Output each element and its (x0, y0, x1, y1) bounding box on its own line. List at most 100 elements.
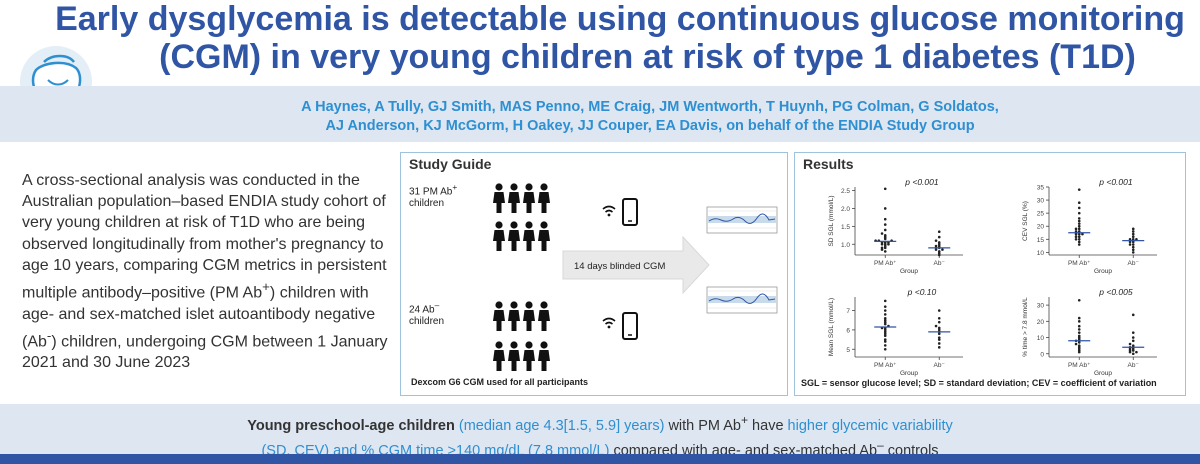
data-point (1131, 230, 1135, 233)
results-title: Results (803, 156, 854, 172)
data-point (941, 248, 944, 251)
data-point (883, 242, 887, 246)
data-point (937, 332, 941, 336)
data-point (937, 328, 941, 332)
data-point (1128, 240, 1132, 244)
data-point (883, 330, 887, 334)
x-tick-label: Ab⁻ (934, 260, 946, 267)
y-axis-label: % time > 7.8 mmol/L (1022, 297, 1029, 357)
y-tick-label: 7 (846, 308, 850, 315)
data-point (883, 318, 887, 322)
y-tick-label: 1.5 (841, 224, 850, 231)
data-point (937, 346, 941, 349)
data-point (934, 239, 938, 242)
intro-part-3: ) children, undergoing CGM between 1 Jan… (22, 333, 388, 372)
data-point (1074, 342, 1078, 346)
data-point (1077, 211, 1081, 215)
data-point (883, 344, 887, 347)
data-point (1131, 238, 1135, 241)
data-point (883, 340, 887, 343)
data-point (1131, 235, 1135, 238)
x-axis-label: Group (900, 268, 918, 275)
data-point (883, 244, 887, 248)
x-tick-label: PM Ab⁺ (1068, 362, 1091, 369)
data-point (883, 328, 887, 332)
data-point (883, 187, 887, 191)
y-tick-label: 2.5 (841, 188, 850, 195)
x-tick-label: PM Ab⁺ (874, 260, 897, 267)
data-point (1081, 232, 1084, 236)
data-point (880, 242, 884, 246)
y-tick-label: 0 (1040, 351, 1044, 358)
y-axis-label: SD SGL (mmol/L) (828, 195, 835, 246)
data-point (937, 242, 941, 246)
y-tick-label: 25 (1037, 211, 1045, 218)
arrow-label: 14 days blinded CGM (574, 261, 665, 272)
data-point (887, 242, 890, 246)
data-point (1077, 230, 1081, 233)
data-point (1135, 238, 1138, 241)
p-value-annotation: p <0.001 (1098, 177, 1133, 187)
pm-ab-children-icon (493, 183, 550, 251)
intro-sup-1: + (262, 279, 270, 295)
data-point (1077, 219, 1081, 223)
data-point (883, 246, 887, 250)
data-point (1077, 217, 1081, 220)
data-point (1077, 320, 1081, 323)
data-point (937, 336, 941, 339)
data-point (880, 248, 884, 251)
x-axis-label: Group (1094, 268, 1112, 275)
study-guide-panel: Study Guide 31 PM Ab+ children 24 Ab– ch… (400, 152, 788, 396)
title-line-2: (CGM) in very young children at risk of … (159, 38, 1136, 76)
data-point (883, 234, 887, 237)
y-tick-label: 20 (1037, 319, 1045, 326)
data-point (1077, 243, 1081, 246)
data-point (1131, 245, 1135, 249)
data-point (937, 316, 941, 320)
p-value-annotation: p <0.005 (1098, 287, 1133, 297)
data-point (934, 248, 938, 251)
data-point (937, 244, 941, 248)
arrow-icon (562, 235, 710, 295)
x-tick-label: PM Ab⁺ (1068, 260, 1091, 267)
data-point (937, 342, 941, 345)
author-list: A Haynes, A Tully, GJ Smith, MAS Penno, … (150, 98, 1150, 136)
data-point (883, 322, 887, 326)
p-value-annotation: p <0.10 (907, 287, 937, 297)
data-point (1077, 188, 1081, 191)
data-point (1128, 243, 1132, 246)
y-tick-label: 30 (1037, 198, 1045, 205)
data-point (937, 230, 941, 234)
x-tick-label: PM Ab⁺ (874, 362, 897, 369)
authors-line-2: AJ Anderson, KJ McGorm, H Oakey, JJ Coup… (325, 118, 975, 134)
data-point (1131, 344, 1135, 347)
data-point (883, 305, 887, 308)
x-axis-label: Group (900, 370, 918, 377)
y-tick-label: 15 (1037, 237, 1045, 244)
x-tick-label: Ab⁻ (934, 362, 946, 369)
data-point (1077, 328, 1081, 331)
data-point (1074, 232, 1078, 236)
data-point (1128, 342, 1132, 346)
data-point (937, 338, 941, 341)
data-point (1128, 238, 1132, 241)
authors-band (0, 86, 1200, 142)
study-guide-graphic: 14 days blinded CGM Dexcom G6 CGM used f… (411, 183, 778, 387)
data-point (1074, 227, 1078, 231)
intro-sup-2: - (46, 327, 52, 343)
data-point (1131, 251, 1135, 254)
data-point (1077, 334, 1081, 338)
data-point (1077, 206, 1081, 210)
data-point (1077, 232, 1081, 236)
y-axis-label: Mean SGL (mmol/L) (828, 298, 835, 356)
summary-band (0, 404, 1200, 454)
results-panel: Results SGL = sensor glucose level; SD =… (794, 152, 1186, 396)
data-point (883, 223, 887, 226)
intro-text: A cross-sectional analysis was conducted… (22, 170, 392, 373)
data-point (1131, 227, 1135, 231)
data-point (1131, 248, 1135, 252)
data-point (1077, 238, 1081, 241)
intro-part-1: A cross-sectional analysis was conducted… (22, 172, 387, 302)
data-point (1131, 240, 1135, 244)
results-footnote: SGL = sensor glucose level; SD = standar… (801, 378, 1157, 388)
